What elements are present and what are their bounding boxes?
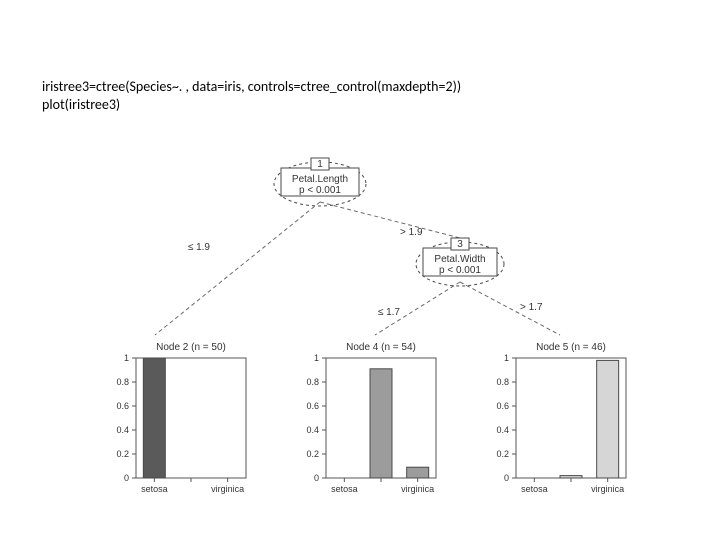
leaf-bar <box>597 360 619 478</box>
leaf-title: Node 4 (n = 54) <box>346 342 416 353</box>
code-line-2: plot(iristree3) <box>42 96 461 114</box>
ytick-label: 0.4 <box>116 425 129 435</box>
ytick-label: 0.6 <box>116 401 129 411</box>
edge-label: > 1.7 <box>520 302 543 313</box>
category-label: setosa <box>141 484 168 494</box>
leaf-title: Node 2 (n = 50) <box>156 342 226 353</box>
ytick-label: 0.6 <box>496 401 509 411</box>
split-node-1: 1 Petal.Lengthp < 0.001 <box>274 158 366 206</box>
edge-label: > 1.9 <box>400 227 423 238</box>
leaf-title: Node 5 (n = 46) <box>536 342 606 353</box>
category-label: setosa <box>331 484 358 494</box>
node-id: 3 <box>457 239 463 250</box>
tree-edge <box>460 282 560 335</box>
node-var: Petal.Width <box>434 254 485 265</box>
category-label: setosa <box>521 484 548 494</box>
split-node-3: 3 Petal.Widthp < 0.001 <box>416 238 504 286</box>
code-line-1: iristree3=ctree(Species~. , data=iris, c… <box>42 78 461 96</box>
ytick-label: 0.8 <box>306 377 319 387</box>
tree-edge <box>155 202 320 335</box>
ytick-label: 0.4 <box>306 425 319 435</box>
ytick-label: 0 <box>124 473 129 483</box>
ytick-label: 0 <box>314 473 319 483</box>
ytick-label: 0.6 <box>306 401 319 411</box>
ytick-label: 1 <box>124 353 129 363</box>
node-stat: p < 0.001 <box>299 185 341 196</box>
ytick-label: 0.2 <box>116 449 129 459</box>
leaf-bar <box>370 369 392 478</box>
ctree-diagram: ≤ 1.9> 1.9≤ 1.7> 1.7 1Petal.Lengthp < 0.… <box>80 150 660 510</box>
node-stat: p < 0.001 <box>439 265 481 276</box>
edge-label: ≤ 1.7 <box>378 307 401 318</box>
ytick-label: 0.4 <box>496 425 509 435</box>
ytick-label: 0.2 <box>306 449 319 459</box>
leaf-bar <box>143 358 165 478</box>
ytick-label: 0.8 <box>496 377 509 387</box>
leaf-bar <box>407 467 429 478</box>
leaf-node: Node 2 (n = 50) 0 0.2 0.4 0.6 0.8 1 setosa virgi… <box>116 342 246 494</box>
leaf-node: Node 4 (n = 54) 0 0.2 0.4 0.6 0.8 1 setosa virgi… <box>306 342 436 494</box>
ytick-label: 1 <box>314 353 319 363</box>
edge-label: ≤ 1.9 <box>188 242 211 253</box>
code-block: iristree3=ctree(Species~. , data=iris, c… <box>42 78 461 114</box>
ytick-label: 1 <box>504 353 509 363</box>
tree-edge <box>320 202 460 238</box>
leaf-node: Node 5 (n = 46) 0 0.2 0.4 0.6 0.8 1 setosa virgi… <box>496 342 626 494</box>
ytick-label: 0 <box>504 473 509 483</box>
leaf-bar <box>560 476 582 478</box>
category-label: virginica <box>591 484 624 494</box>
category-label: virginica <box>401 484 434 494</box>
node-id: 1 <box>317 159 323 170</box>
ytick-label: 0.2 <box>496 449 509 459</box>
category-label: virginica <box>211 484 244 494</box>
ytick-label: 0.8 <box>116 377 129 387</box>
node-var: Petal.Length <box>292 174 348 185</box>
